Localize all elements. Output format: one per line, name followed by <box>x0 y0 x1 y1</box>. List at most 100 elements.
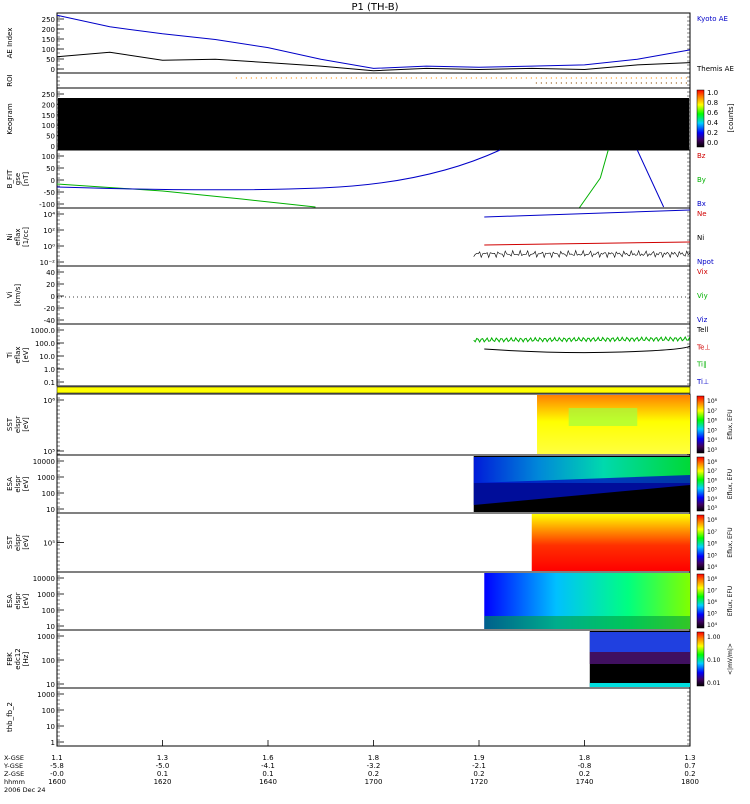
roi-dot <box>680 77 682 79</box>
roi-dot <box>600 77 602 79</box>
x-row-label: X-GSE <box>4 754 24 762</box>
roi-dot <box>545 82 547 84</box>
roi-dot <box>545 77 547 79</box>
roi-dot <box>485 77 487 79</box>
fbk-spectrogram <box>589 652 690 664</box>
esa_e-tick-label: 100 <box>42 490 55 498</box>
ti-tell-line <box>484 345 691 354</box>
fbk-tick-label: 1000 <box>37 633 55 641</box>
esa_e-colorbar-tick: 10³ <box>707 505 718 512</box>
roi-dot <box>260 77 262 79</box>
roi-dot <box>375 77 377 79</box>
ae-legend-label: Themis AE <box>696 65 734 73</box>
roi-dot <box>630 77 632 79</box>
ni-tick-label: 10² <box>43 227 55 235</box>
roi-dot <box>660 77 662 79</box>
roi-dot <box>255 77 257 79</box>
x-tick-label: 1.8 <box>579 754 590 762</box>
fbk-colorbar-tick: 0.10 <box>707 657 721 664</box>
sst_i-colorbar-tick: 10⁷ <box>707 529 718 536</box>
x-row-label: 2006 Dec 24 <box>4 786 46 794</box>
ti-tpar-line <box>473 335 691 344</box>
ti-legend-label: Te⊥ <box>696 343 711 351</box>
x-tick-label: 1800 <box>681 778 699 786</box>
roi-dot <box>470 77 472 79</box>
esa_i-tick-label: 10000 <box>33 575 55 583</box>
ni-legend-label: Npot <box>697 258 714 266</box>
sst_e-ylabel: [eV] <box>22 417 30 432</box>
ae-tick-label: 150 <box>42 36 55 44</box>
bfit-ylabel: B_FIT <box>6 169 14 188</box>
roi-dot <box>300 77 302 79</box>
bfit-frame <box>56 149 691 209</box>
plot-title: P1 (TH-B) <box>351 2 398 13</box>
ti-legend-label: Ti∥ <box>696 361 707 369</box>
ni-npot-line <box>473 249 690 259</box>
roi-dot <box>685 77 687 79</box>
ni-ylabel: eflax <box>14 228 22 245</box>
bfit-bx-line <box>636 149 665 208</box>
roi-dot <box>620 77 622 79</box>
roi-dot <box>265 77 267 79</box>
keogram-colorbar-tick: 0.2 <box>707 129 718 137</box>
roi-dot <box>365 77 367 79</box>
roi-dot <box>580 77 582 79</box>
roi-dot <box>565 82 567 84</box>
vi-tick-label: 40 <box>46 269 55 277</box>
esa_i-colorbar-label: Eflux, EFU <box>727 586 734 616</box>
x-tick-label: -4.1 <box>261 762 275 770</box>
sst_e-colorbar-tick: 10⁵ <box>707 427 718 434</box>
sst_i-colorbar-tick: 10⁶ <box>707 541 718 548</box>
roi-dot <box>415 77 417 79</box>
keogram-colorbar-tick: 1.0 <box>707 89 718 97</box>
esa_i-colorbar-tick: 10⁶ <box>707 599 718 606</box>
vi-legend-label: Vix <box>697 268 708 276</box>
keogram-tick-label: 0 <box>51 143 55 151</box>
roi-dot <box>500 77 502 79</box>
roi-dot <box>590 82 592 84</box>
roi-dot <box>270 77 272 79</box>
roi-dot <box>645 82 647 84</box>
roi-dot <box>530 77 532 79</box>
x-tick-label: -3.2 <box>367 762 381 770</box>
bfit-by-line <box>599 149 609 179</box>
sst_e-ylabel: elspr <box>14 416 22 433</box>
esa_e-tick-label: 10000 <box>33 458 55 466</box>
ae-ylabel: AE Index <box>6 28 14 59</box>
thb_fb2-tick-label: 10 <box>46 723 55 731</box>
x-tick-label: 0.2 <box>368 770 379 778</box>
roi-dot <box>605 82 607 84</box>
roi-dot <box>675 77 677 79</box>
vi-legend-label: Viz <box>697 316 708 324</box>
ni-legend-label: Ne <box>697 210 707 218</box>
roi-dot <box>595 77 597 79</box>
fbk-spectrogram <box>589 632 690 652</box>
keogram-tick-label: 200 <box>42 101 55 109</box>
keogram-colorbar-label: [counts] <box>727 103 735 132</box>
ti-ylabel: eflax <box>14 346 22 363</box>
vi-tick-label: 0 <box>51 293 55 301</box>
roi-dot <box>340 77 342 79</box>
roi-dot <box>650 82 652 84</box>
roi-dot <box>335 77 337 79</box>
roi-dot <box>565 77 567 79</box>
ae-tick-label: 100 <box>42 46 55 54</box>
roi-dot <box>425 77 427 79</box>
esa_e-colorbar <box>696 456 705 512</box>
esa_e-colorbar-tick: 10⁸ <box>707 459 718 466</box>
bfit-by-line <box>578 177 601 209</box>
esa_e-colorbar-tick: 10⁷ <box>707 468 718 475</box>
roi-dot <box>575 82 577 84</box>
fbk-spectrogram <box>589 683 690 687</box>
ni-frame <box>56 207 691 267</box>
roi-dot <box>630 82 632 84</box>
x-tick-label: 1640 <box>259 778 277 786</box>
roi-dot <box>495 77 497 79</box>
thb_fb2-tick-label: 1 <box>51 739 55 747</box>
ti-ylabel: [eV] <box>22 347 30 362</box>
roi-dot <box>555 82 557 84</box>
roi-dot <box>385 77 387 79</box>
roi-dot <box>590 77 592 79</box>
roi-dot <box>330 77 332 79</box>
x-tick-label: 1620 <box>154 778 172 786</box>
